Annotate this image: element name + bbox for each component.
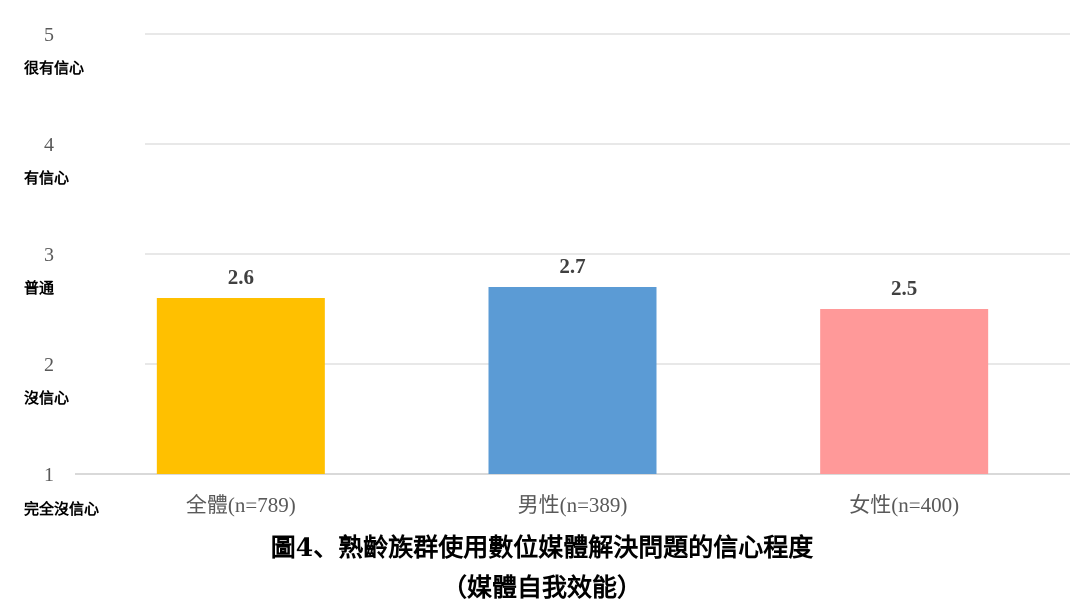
chart-title: 圖4、熟齡族群使用數位媒體解決問題的信心程度 <box>270 533 814 562</box>
y-tick-label: 完全沒信心 <box>24 500 99 518</box>
bar <box>488 287 657 474</box>
x-axis-categories: 全體(n=789) 男性(n=389) 女性(n=400) <box>186 493 959 517</box>
data-label: 2.6 <box>228 265 254 289</box>
data-labels: 2.6 2.7 2.5 <box>228 254 918 300</box>
y-tick-number: 3 <box>44 244 54 266</box>
data-label: 2.5 <box>891 276 917 300</box>
bar <box>156 298 325 474</box>
bar <box>820 309 989 474</box>
y-tick-label: 很有信心 <box>23 59 84 77</box>
chart-subtitle: （媒體自我效能） <box>441 573 642 602</box>
x-tick-label: 女性(n=400) <box>849 493 959 517</box>
x-tick-label: 男性(n=389) <box>518 493 628 517</box>
x-tick-label: 全體(n=789) <box>186 493 296 517</box>
y-tick-number: 5 <box>44 24 54 46</box>
y-tick-label: 有信心 <box>24 169 69 187</box>
y-tick-number: 1 <box>44 464 54 486</box>
y-axis-ticks: 5 很有信心 4 有信心 3 普通 2 沒信心 1 完全沒信心 <box>23 24 99 518</box>
bars <box>156 287 989 474</box>
data-label: 2.7 <box>559 254 585 278</box>
y-tick-number: 2 <box>44 354 54 376</box>
y-tick-label: 普通 <box>24 279 54 297</box>
y-tick-label: 沒信心 <box>24 389 69 407</box>
y-tick-number: 4 <box>44 134 54 156</box>
